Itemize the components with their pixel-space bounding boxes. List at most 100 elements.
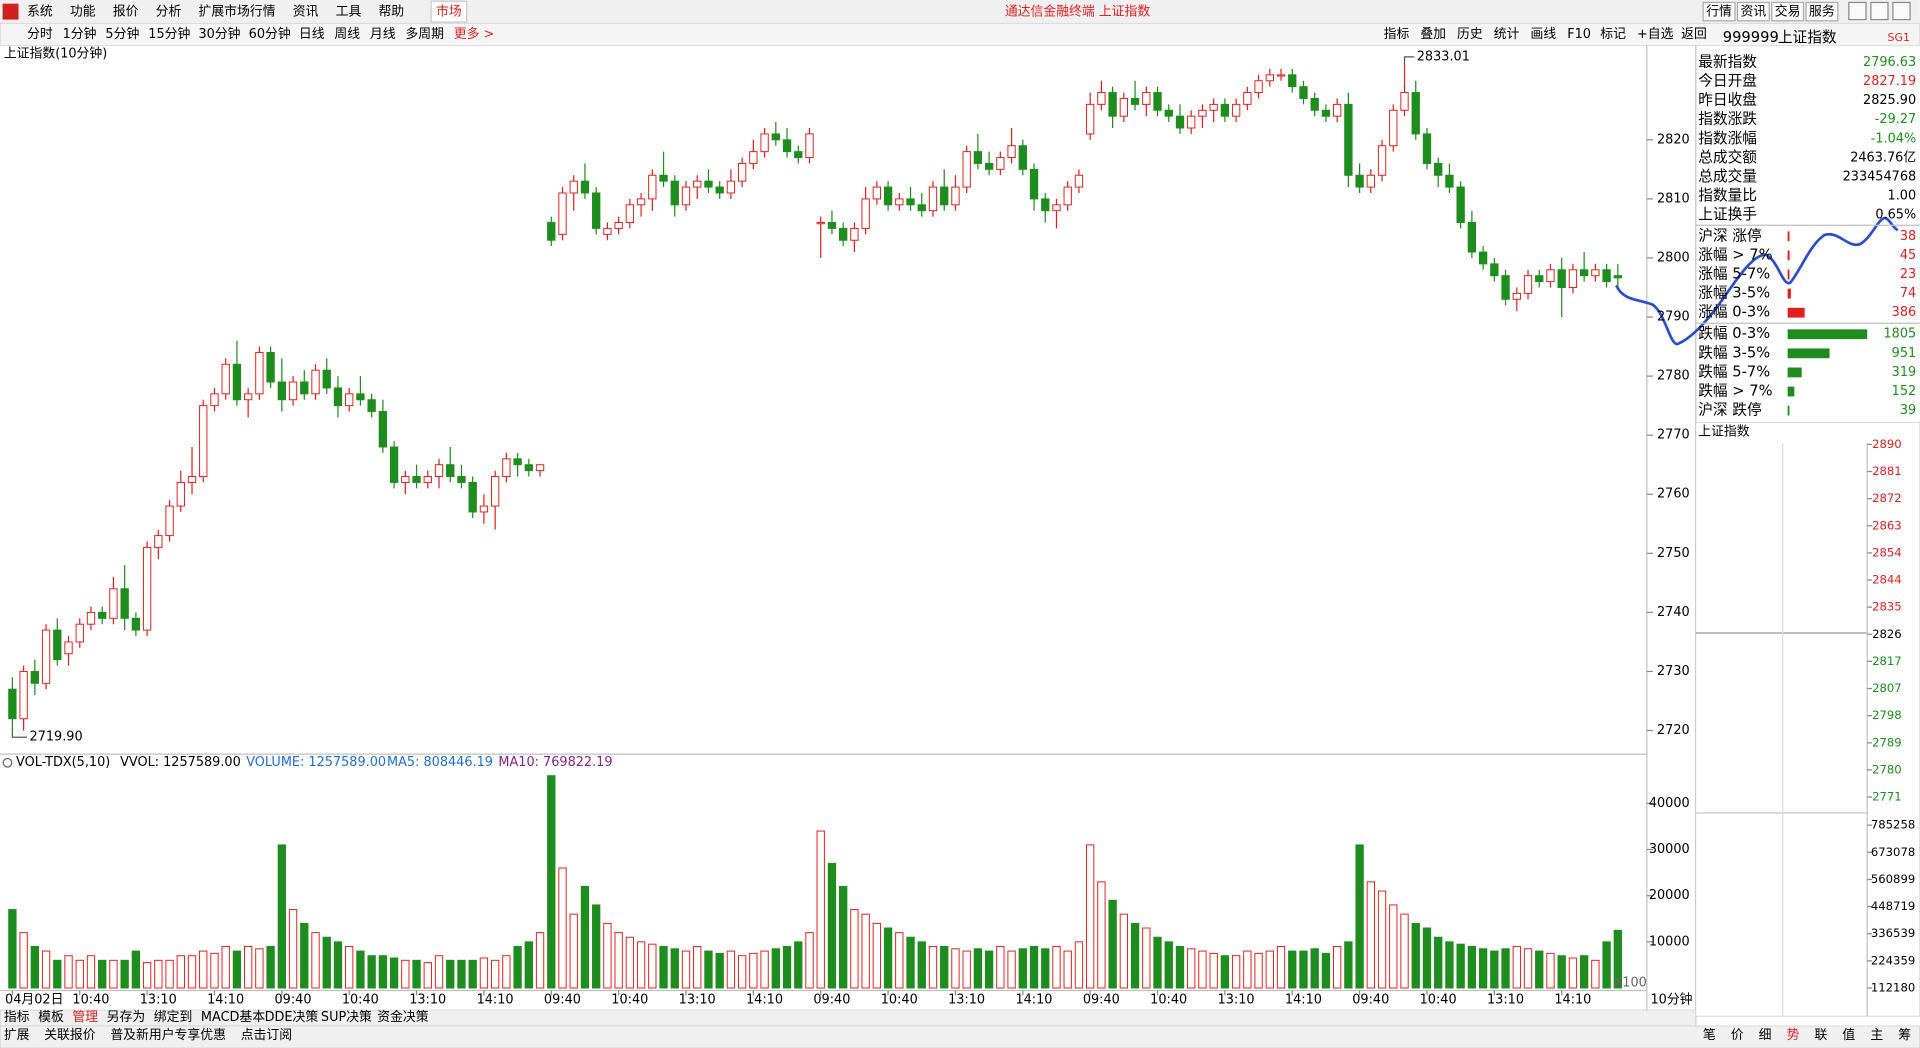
volume-legend: VOL-TDX(5,10) (16, 755, 110, 770)
menu-item[interactable]: 系统 (27, 5, 53, 20)
candle-body (816, 222, 825, 225)
tool-button[interactable]: 叠加 (1420, 27, 1446, 42)
top-button[interactable]: 资讯 (1740, 5, 1766, 20)
bottom-tab[interactable]: SUP决策 (321, 1009, 372, 1025)
y-tick-label: 2780 (1657, 369, 1690, 384)
period-tab[interactable]: 日线 (299, 27, 325, 42)
panel-menu-icon[interactable] (2, 757, 13, 768)
status-item[interactable]: 点击订阅 (241, 1028, 292, 1043)
volume-tick-label: 40000 (1649, 796, 1690, 811)
bottom-tab[interactable]: 指标 (4, 1010, 30, 1025)
period-tab[interactable]: 多周期 (405, 27, 444, 42)
candle-body (356, 393, 365, 401)
bottom-tab[interactable]: 另存为 (107, 1010, 146, 1025)
candle-body (300, 381, 309, 395)
tool-button[interactable]: 指标 (1384, 27, 1410, 42)
volume-bar (1153, 936, 1162, 989)
side-tab[interactable]: 主 (1870, 1028, 1883, 1043)
menu-item[interactable]: 工具 (336, 5, 362, 20)
volume-bar (311, 932, 320, 989)
menu-item[interactable]: 市场 (436, 4, 462, 20)
breadth-label: 涨幅 5-7% (1698, 265, 1770, 282)
tool-button[interactable]: 返回 (1681, 27, 1707, 42)
volume-bar (187, 955, 197, 989)
bottom-tab[interactable]: MACD基本 (201, 1010, 265, 1025)
close-button[interactable] (1892, 1, 1911, 21)
mini-price-label: 2835 (1872, 600, 1902, 614)
period-tab[interactable]: 30分钟 (198, 26, 240, 42)
volume-bar (479, 957, 489, 989)
market-tab (430, 0, 468, 23)
bottom-tab[interactable]: 模板 (38, 1010, 64, 1025)
top-button[interactable]: 交易 (1775, 4, 1801, 20)
volume-bar (30, 945, 40, 989)
period-tab[interactable]: 更多 > (454, 27, 495, 42)
menu-item[interactable]: 功能 (70, 5, 96, 20)
app-logo (2, 3, 19, 20)
candle-body (434, 464, 444, 478)
breadth-bar (1787, 348, 1830, 359)
volume-bar (895, 932, 904, 989)
candle-body (345, 393, 354, 407)
side-tab[interactable]: 价 (1731, 1028, 1744, 1043)
volume-bar (221, 945, 230, 989)
mini-price-label: 2881 (1872, 464, 1902, 478)
tool-button[interactable]: 画线 (1531, 27, 1557, 42)
volume-legend: VOLUME: 1257589.00 (246, 755, 386, 770)
period-tab[interactable]: 分时 (27, 27, 53, 42)
status-item[interactable]: 扩展 (4, 1028, 30, 1043)
side-tab[interactable]: 值 (1842, 1027, 1855, 1043)
tool-button[interactable]: F10 (1567, 27, 1591, 42)
bottom-tab[interactable]: 绑定到 (154, 1010, 193, 1025)
minimize-button[interactable] (1848, 1, 1867, 21)
bottom-tab[interactable]: 资金决策 (377, 1009, 429, 1025)
period-tab[interactable]: 60分钟 (249, 26, 291, 42)
restore-button[interactable] (1870, 1, 1889, 21)
volume-bar (715, 952, 724, 989)
volume-bar (973, 948, 983, 989)
breadth-bar (1787, 288, 1791, 299)
candle-body (221, 363, 230, 395)
quote-value: -1.04% (1871, 131, 1916, 146)
volume-bar (1018, 948, 1027, 989)
tool-button[interactable]: 统计 (1494, 27, 1520, 42)
top-button[interactable]: 行情 (1706, 5, 1732, 20)
menu-item[interactable]: 分析 (156, 5, 182, 20)
candle-body (1074, 174, 1084, 188)
y-tick-label: 2790 (1657, 310, 1690, 325)
top-button[interactable]: 服务 (1809, 4, 1835, 20)
side-tab[interactable]: 势 (1787, 1027, 1800, 1043)
volume-bar (1164, 941, 1173, 989)
bottom-tab[interactable]: 管理 (72, 1010, 98, 1025)
menu-item[interactable]: 帮助 (378, 5, 404, 20)
candle-body (760, 133, 769, 153)
breadth-value: 319 (1892, 365, 1917, 380)
period-tab[interactable]: 月线 (370, 27, 396, 42)
period-tab[interactable]: 5分钟 (105, 26, 139, 42)
period-tab[interactable]: 1分钟 (63, 26, 97, 42)
volume-bar (154, 959, 163, 989)
side-tab[interactable]: 细 (1759, 1028, 1772, 1043)
y-tick-label: 2770 (1657, 428, 1690, 443)
candle-body (951, 186, 960, 206)
side-tab[interactable]: 筹 (1898, 1027, 1911, 1043)
tool-button[interactable]: +自选 (1637, 27, 1674, 42)
tool-button[interactable]: 标记 (1600, 27, 1626, 42)
menu-item[interactable]: 报价 (113, 5, 139, 20)
side-tab[interactable]: 笔 (1703, 1027, 1716, 1043)
status-item[interactable]: 普及新用户专享优惠 (110, 1027, 226, 1043)
menu-item[interactable]: 扩展市场行情 (198, 4, 275, 20)
period-tab[interactable]: 周线 (334, 27, 360, 42)
period-tab[interactable]: 15分钟 (148, 26, 190, 42)
candle-body (1411, 92, 1420, 135)
bottom-tab[interactable]: DDE决策 (265, 1009, 319, 1025)
status-item[interactable]: 关联报价 (44, 1028, 96, 1043)
x-tick-label: 14:10 (1554, 993, 1591, 1008)
breadth-value: 38 (1900, 229, 1916, 244)
side-tab[interactable]: 联 (1814, 1028, 1827, 1043)
tool-button[interactable]: 历史 (1457, 27, 1483, 42)
low-label: 2719.90 (30, 730, 83, 745)
candle-body (311, 369, 320, 395)
menu-item[interactable]: 资讯 (293, 5, 319, 20)
